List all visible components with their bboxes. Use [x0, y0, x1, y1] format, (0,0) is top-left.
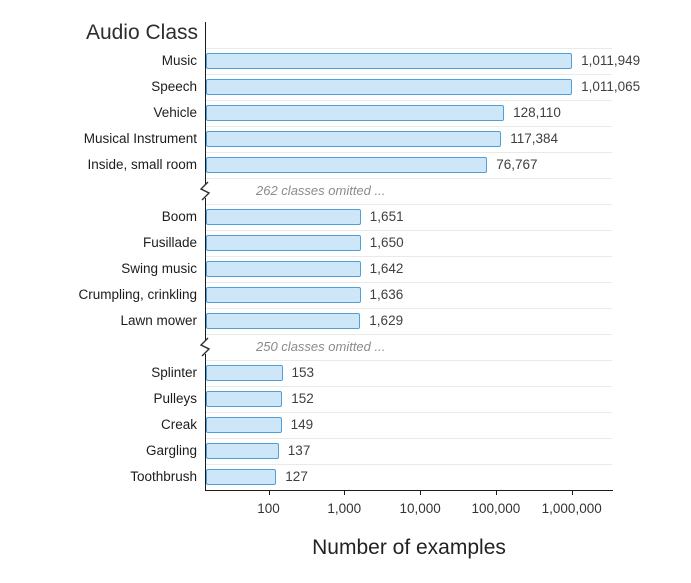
- bar: [206, 365, 283, 381]
- value-label: 127: [285, 469, 308, 484]
- value-label: 1,642: [369, 261, 404, 276]
- value-label: 1,011,065: [581, 79, 641, 94]
- x-tick: [420, 490, 422, 495]
- gridline: [206, 308, 612, 309]
- y-axis-title: Audio Class: [85, 21, 198, 44]
- x-axis-line: [205, 490, 613, 491]
- bar: [206, 261, 361, 277]
- gridline: [206, 204, 612, 205]
- gridline: [206, 230, 612, 231]
- gridline: [206, 360, 612, 361]
- category-label: Lawn mower: [120, 313, 197, 328]
- category-label: Vehicle: [153, 105, 197, 120]
- gridline: [206, 412, 612, 413]
- bar-row: Fusillade 1,650: [0, 230, 691, 256]
- value-label: 1,011,949: [581, 53, 641, 68]
- bar-row: Boom 1,651: [0, 204, 691, 230]
- bar: [206, 443, 279, 459]
- x-tick: [571, 490, 573, 495]
- gridline: [206, 282, 612, 283]
- bar-row: Gargling 137: [0, 438, 691, 464]
- value-label: 1,650: [369, 235, 404, 250]
- bar: [206, 313, 361, 329]
- bar-row: Swing music 1,642: [0, 256, 691, 282]
- axis-break-row: 250 classes omitted ...: [0, 334, 691, 360]
- bar-row: Speech 1,011,065: [0, 74, 691, 100]
- category-label: Pulleys: [153, 391, 197, 406]
- bar: [206, 131, 502, 147]
- bar: [206, 287, 361, 303]
- gridline: [206, 256, 612, 257]
- value-label: 1,629: [369, 313, 404, 328]
- x-tick-label: 100,000: [471, 501, 521, 516]
- value-label: 137: [287, 443, 311, 458]
- value-label: 76,767: [496, 157, 538, 172]
- category-label: Crumpling, crinkling: [78, 287, 197, 302]
- gridline: [206, 178, 612, 179]
- bar: [206, 391, 283, 407]
- bar: [206, 417, 282, 433]
- gridline: [206, 464, 612, 465]
- category-label: Creak: [160, 417, 197, 432]
- category-label: Inside, small room: [87, 157, 197, 172]
- category-label: Music: [161, 53, 197, 68]
- axis-break-row: 262 classes omitted ...: [0, 178, 691, 204]
- x-axis-title: Number of examples: [312, 536, 506, 559]
- category-label: Speech: [151, 79, 197, 94]
- bar: [206, 53, 573, 69]
- axis-break-icon: [197, 337, 213, 357]
- gridline: [206, 126, 612, 127]
- gridline: [206, 100, 612, 101]
- value-label: 117,384: [510, 131, 558, 146]
- gridline: [206, 334, 612, 335]
- value-label: 1,651: [369, 209, 404, 224]
- x-tick: [495, 490, 497, 495]
- plot-area: Music 1,011,949 Speech 1,011,065 Vehicle 128,…: [0, 48, 691, 490]
- bar: [206, 79, 573, 95]
- gridline: [206, 438, 612, 439]
- gridline: [206, 152, 612, 153]
- bar: [206, 157, 488, 173]
- gridline: [206, 74, 612, 75]
- x-tick-label: 1,000: [327, 501, 362, 516]
- bar-row: Toothbrush 127: [0, 464, 691, 490]
- category-label: Gargling: [145, 443, 197, 458]
- category-label: Toothbrush: [130, 469, 197, 484]
- bar-row: Inside, small room 76,767: [0, 152, 691, 178]
- category-label: Boom: [161, 209, 197, 224]
- value-label: 128,110: [513, 105, 561, 120]
- bar: [206, 209, 361, 225]
- bar: [206, 235, 361, 251]
- x-tick-label: 10,000: [399, 501, 441, 516]
- value-label: 149: [290, 417, 314, 432]
- value-label: 153: [291, 365, 315, 380]
- x-tick-label: 100: [257, 501, 280, 516]
- value-label: 1,636: [369, 287, 404, 302]
- x-tick: [268, 490, 270, 495]
- bar-row: Splinter 153: [0, 360, 691, 386]
- axis-break-label: 250 classes omitted ...: [256, 339, 386, 354]
- category-label: Swing music: [121, 261, 197, 276]
- axis-break-label: 262 classes omitted ...: [256, 183, 386, 198]
- bar-row: Vehicle 128,110: [0, 100, 691, 126]
- gridline: [206, 48, 612, 49]
- bar-row: Pulleys 152: [0, 386, 691, 412]
- y-axis-line: [205, 22, 206, 490]
- bar-row: Lawn mower 1,629: [0, 308, 691, 334]
- bar-row: Crumpling, crinkling 1,636: [0, 282, 691, 308]
- bar-row: Music 1,011,949: [0, 48, 691, 74]
- value-label: 152: [291, 391, 314, 406]
- bar: [206, 105, 505, 121]
- x-tick: [344, 490, 346, 495]
- x-tick-label: 1,000,000: [541, 501, 602, 516]
- gridline: [206, 386, 612, 387]
- category-label: Fusillade: [142, 235, 197, 250]
- category-label: Splinter: [151, 365, 197, 380]
- bar-row: Musical Instrument 117,384: [0, 126, 691, 152]
- bar: [206, 469, 277, 485]
- category-label: Musical Instrument: [83, 131, 197, 146]
- axis-break-icon: [197, 181, 213, 201]
- bar-row: Creak 149: [0, 412, 691, 438]
